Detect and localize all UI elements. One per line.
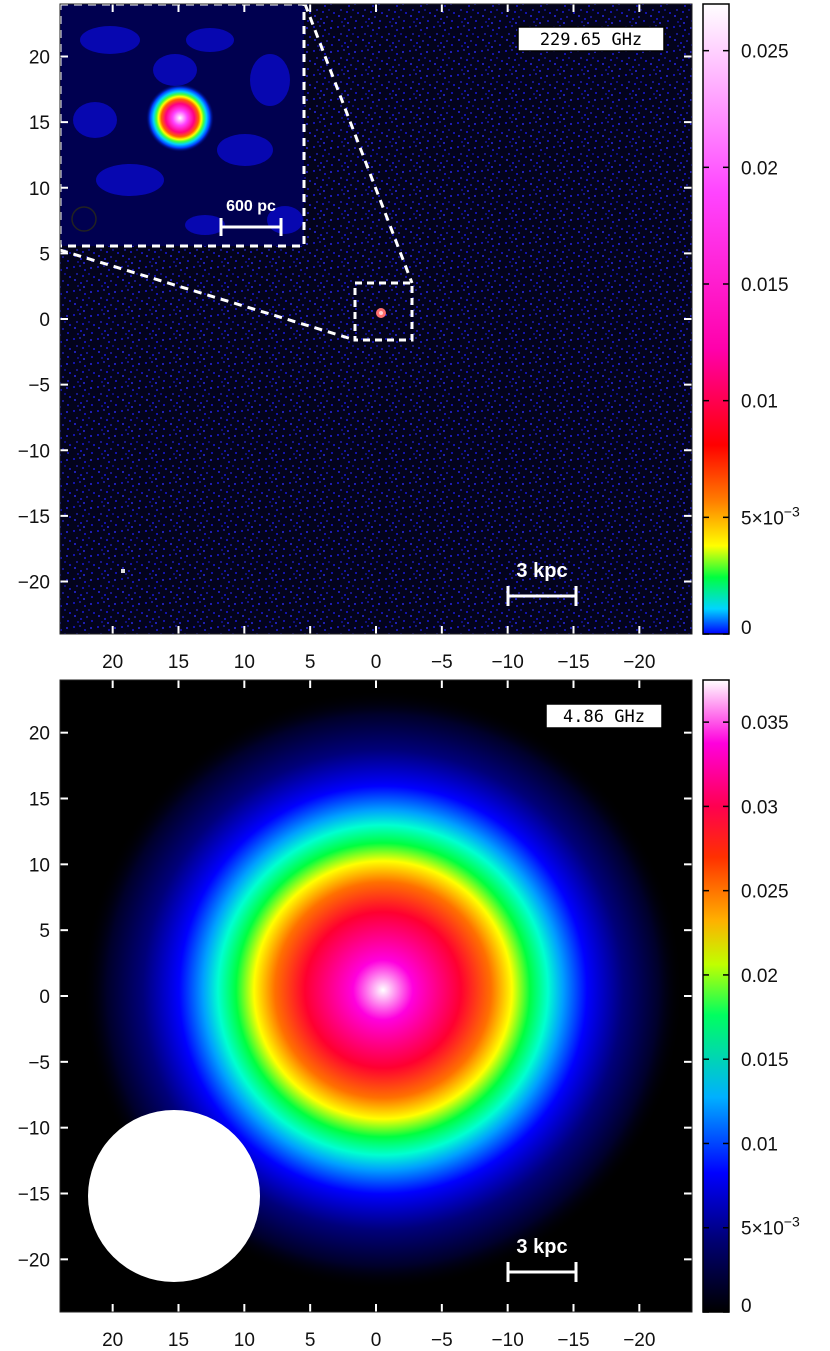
colorbar-tick-label: 0.02 xyxy=(741,966,778,987)
top-colorbar: 0.025 0.02 0.015 0.01 5×10−3 0 xyxy=(702,3,800,639)
y-tick-label: 10 xyxy=(29,179,50,200)
bottom-x-axis: 20 15 10 5 0 −5 −10 −15 −20 xyxy=(102,1330,655,1351)
inset-beam xyxy=(71,206,97,232)
y-tick-label: 10 xyxy=(29,855,50,876)
x-tick-label: 15 xyxy=(168,652,189,673)
inset: 600 pc xyxy=(58,2,306,248)
x-tick-label: −10 xyxy=(492,652,524,673)
x-tick-label: −15 xyxy=(557,652,589,673)
y-tick-label: 15 xyxy=(29,790,50,811)
colorbar-tick-label: 0.01 xyxy=(741,1134,778,1155)
bottom-ticks xyxy=(60,680,692,1312)
bottom-y-axis: 20 15 10 5 0 −5 −10 −15 −20 xyxy=(18,724,50,1272)
top-panel: 600 pc 229.65 GHz 3 kpc 20 15 10 5 0 −5 −10 −15… xyxy=(18,2,800,673)
top-ticks xyxy=(60,4,692,634)
zoom-line-upper xyxy=(303,4,414,284)
y-tick-label: −15 xyxy=(18,1185,50,1206)
y-tick-label: 20 xyxy=(29,724,50,745)
top-scale-bar: 3 kpc xyxy=(506,560,578,606)
colorbar-tick-label: 0.025 xyxy=(741,42,789,63)
bottom-panel: 4.86 GHz 3 kpc 20 15 10 5 0 −5 −10 −15 −20 20 15 1… xyxy=(18,679,800,1351)
colorbar-tick-label: 0.015 xyxy=(741,1050,789,1071)
colorbar-tick-label: 0.035 xyxy=(741,713,789,734)
x-tick-label: 10 xyxy=(234,652,255,673)
colorbar-tick-label: 0 xyxy=(741,618,752,639)
bottom-frequency-label: 4.86 GHz xyxy=(563,707,645,727)
bottom-colorbar: 0.035 0.03 0.025 0.02 0.015 0.01 5×10−3 0 xyxy=(702,679,800,1317)
x-tick-label: 5 xyxy=(305,1330,316,1351)
zoom-line-lower xyxy=(60,248,356,342)
x-tick-label: 0 xyxy=(371,652,382,673)
colorbar-tick-label: 5×10−3 xyxy=(741,1214,800,1240)
bottom-frequency-box: 4.86 GHz xyxy=(545,703,663,729)
x-tick-label: −10 xyxy=(492,1330,524,1351)
colorbar-tick-label: 0.01 xyxy=(741,392,778,413)
colorbar-tick-label: 0.015 xyxy=(741,275,789,296)
y-tick-label: −10 xyxy=(18,1119,50,1140)
y-tick-label: 0 xyxy=(39,310,50,331)
y-tick-label: 5 xyxy=(39,244,50,265)
x-tick-label: −5 xyxy=(431,1330,453,1351)
top-y-axis: 20 15 10 5 0 −5 −10 −15 −20 xyxy=(18,48,50,594)
y-tick-label: 0 xyxy=(39,987,50,1008)
top-x-axis: 20 15 10 5 0 −5 −10 −15 −20 xyxy=(102,652,655,673)
y-tick-label: −20 xyxy=(18,1250,50,1271)
colorbar-tick-label: 5×10−3 xyxy=(741,503,800,529)
y-tick-label: −5 xyxy=(28,376,50,397)
inset-scale-bar: 600 pc xyxy=(219,198,283,236)
x-tick-label: 5 xyxy=(305,652,316,673)
y-tick-label: −5 xyxy=(28,1053,50,1074)
colorbar-tick-label: 0.02 xyxy=(741,158,778,179)
top-scale-label: 3 kpc xyxy=(516,560,567,582)
bottom-scale-bar: 3 kpc xyxy=(506,1236,578,1282)
inset-scale-label: 600 pc xyxy=(226,198,276,215)
top-frequency-label: 229.65 GHz xyxy=(540,30,642,50)
y-tick-label: 5 xyxy=(39,921,50,942)
x-tick-label: 0 xyxy=(371,1330,382,1351)
x-tick-label: −15 xyxy=(557,1330,589,1351)
x-tick-label: 20 xyxy=(102,1330,123,1351)
colorbar-tick-label: 0 xyxy=(741,1296,752,1317)
y-tick-label: −10 xyxy=(18,441,50,462)
zoom-box xyxy=(353,281,414,342)
y-tick-label: −20 xyxy=(18,573,50,594)
colorbar-tick-label: 0.03 xyxy=(741,797,778,818)
x-tick-label: −20 xyxy=(623,1330,655,1351)
x-tick-label: 10 xyxy=(234,1330,255,1351)
top-frequency-box: 229.65 GHz xyxy=(517,26,665,52)
colorbar-tick-label: 0.025 xyxy=(741,882,789,903)
inset-source xyxy=(146,84,214,152)
y-tick-label: 15 xyxy=(29,113,50,134)
y-tick-label: −15 xyxy=(18,507,50,528)
x-tick-label: −5 xyxy=(431,652,453,673)
x-tick-label: 15 xyxy=(168,1330,189,1351)
colorbar-exponent: −3 xyxy=(784,1214,800,1230)
beam-ellipse xyxy=(88,1110,260,1282)
y-tick-label: 20 xyxy=(29,48,50,69)
x-tick-label: 20 xyxy=(102,652,123,673)
bottom-scale-label: 3 kpc xyxy=(516,1236,567,1258)
colorbar-exponent: −3 xyxy=(784,503,800,519)
x-tick-label: −20 xyxy=(623,652,655,673)
